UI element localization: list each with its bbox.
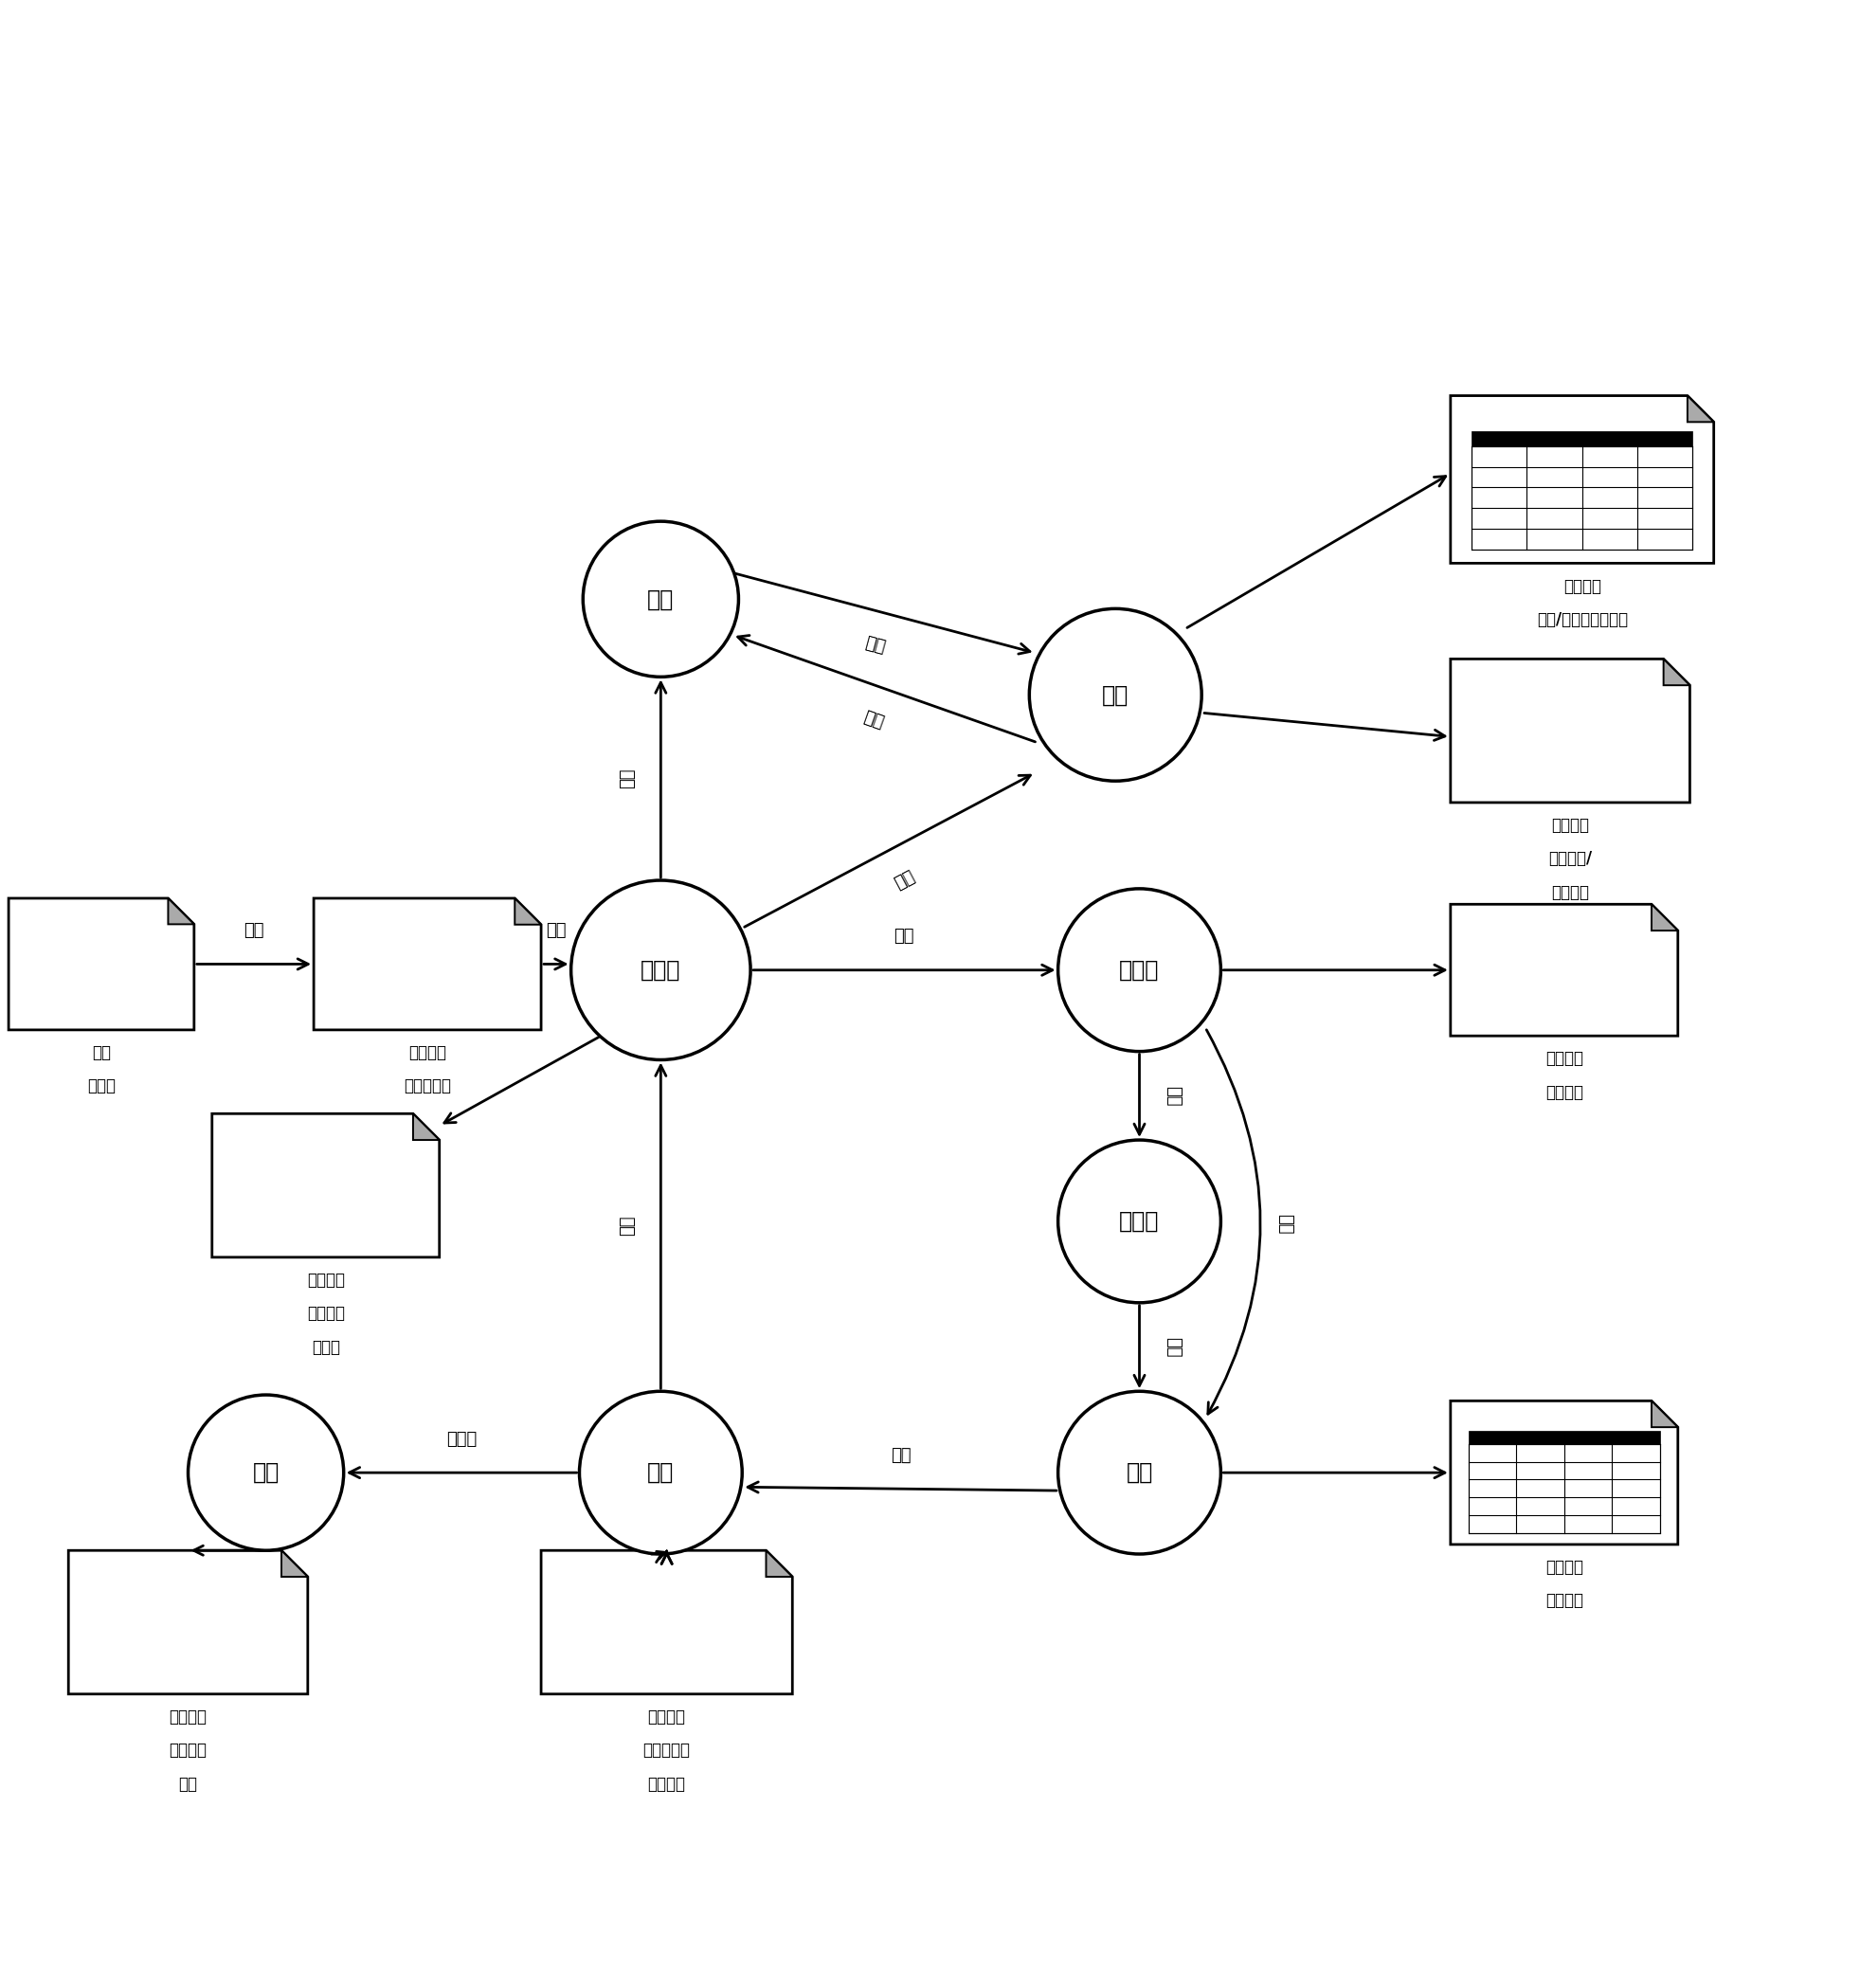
Text: 使用中: 使用中 — [1120, 958, 1159, 982]
PathPatch shape — [167, 899, 193, 924]
Text: 仪器设备: 仪器设备 — [169, 1708, 206, 1726]
Bar — [1471, 431, 1693, 445]
Text: 计量: 计量 — [1103, 684, 1129, 706]
Text: 未使用: 未使用 — [640, 958, 681, 982]
Circle shape — [582, 521, 738, 676]
Circle shape — [188, 1396, 344, 1551]
Text: 计量: 计量 — [863, 634, 887, 656]
Circle shape — [1058, 1139, 1220, 1302]
PathPatch shape — [281, 1551, 307, 1576]
PathPatch shape — [1652, 905, 1678, 930]
Text: 仪器设备: 仪器设备 — [307, 1272, 344, 1288]
Text: 验收: 验收 — [545, 922, 565, 938]
Text: 申购: 申购 — [244, 922, 264, 938]
Text: 送修: 送修 — [891, 1447, 911, 1463]
Circle shape — [580, 1392, 742, 1555]
Text: 损坏记录: 损坏记录 — [1546, 1592, 1583, 1610]
PathPatch shape — [515, 899, 541, 924]
Text: 记录: 记录 — [179, 1775, 197, 1793]
PathPatch shape — [1687, 396, 1713, 421]
Text: 使用记录: 使用记录 — [1546, 1083, 1583, 1101]
Text: 仪器设备: 仪器设备 — [1546, 1559, 1583, 1576]
Text: 报废处理: 报废处理 — [169, 1741, 206, 1759]
Text: 计量: 计量 — [891, 867, 917, 893]
Bar — [1469, 1431, 1659, 1443]
Text: 损坏: 损坏 — [1164, 1336, 1181, 1358]
Text: 申请表: 申请表 — [87, 1077, 115, 1095]
Text: 借出: 借出 — [895, 928, 915, 944]
Text: 归还中: 归还中 — [1120, 1211, 1159, 1233]
Text: 维护保养: 维护保养 — [307, 1306, 344, 1322]
Text: 仪器设备: 仪器设备 — [1546, 1050, 1583, 1068]
PathPatch shape — [413, 1113, 439, 1139]
Bar — [1469, 1443, 1659, 1533]
Text: 校准记录: 校准记录 — [1551, 885, 1588, 901]
Text: 新增: 新增 — [861, 710, 887, 732]
PathPatch shape — [766, 1551, 792, 1576]
Text: 报废: 报废 — [253, 1461, 279, 1483]
Text: 仪器设备: 仪器设备 — [1551, 817, 1588, 833]
Text: 检定/校准证书确认表: 检定/校准证书确认表 — [1536, 610, 1628, 628]
PathPatch shape — [9, 899, 193, 1030]
PathPatch shape — [212, 1113, 439, 1256]
Circle shape — [1029, 608, 1202, 781]
Text: 损坏: 损坏 — [1276, 1213, 1295, 1235]
Text: 仪器设备: 仪器设备 — [409, 1044, 446, 1062]
Text: 记录表: 记录表 — [311, 1338, 340, 1356]
Bar — [1471, 445, 1693, 551]
Text: 仪器设备: 仪器设备 — [1562, 579, 1601, 594]
Text: 仪器设备: 仪器设备 — [647, 1708, 686, 1726]
Text: 采购: 采购 — [91, 1044, 112, 1062]
PathPatch shape — [1663, 658, 1691, 686]
Text: 周期检定/: 周期检定/ — [1548, 851, 1592, 867]
Text: 修好: 修好 — [619, 1215, 636, 1237]
Circle shape — [1058, 1392, 1220, 1555]
Text: 修不好: 修不好 — [446, 1431, 476, 1447]
PathPatch shape — [1451, 396, 1713, 563]
PathPatch shape — [1652, 1402, 1678, 1427]
Text: 验收登记表: 验收登记表 — [404, 1077, 452, 1095]
Text: 维修: 维修 — [647, 1461, 673, 1483]
Circle shape — [1058, 889, 1220, 1052]
PathPatch shape — [541, 1551, 792, 1694]
Text: 待检: 待检 — [619, 769, 636, 789]
PathPatch shape — [1451, 905, 1678, 1036]
PathPatch shape — [314, 899, 541, 1030]
Text: 归还: 归还 — [1164, 1085, 1181, 1105]
Circle shape — [571, 881, 750, 1060]
Text: 故障及维修: 故障及维修 — [644, 1741, 690, 1759]
PathPatch shape — [1451, 1402, 1678, 1545]
Text: 损坏: 损坏 — [1125, 1461, 1153, 1483]
PathPatch shape — [1451, 658, 1691, 803]
Text: 待检: 待检 — [647, 588, 673, 610]
Text: 情况记录: 情况记录 — [647, 1775, 686, 1793]
PathPatch shape — [69, 1551, 307, 1694]
